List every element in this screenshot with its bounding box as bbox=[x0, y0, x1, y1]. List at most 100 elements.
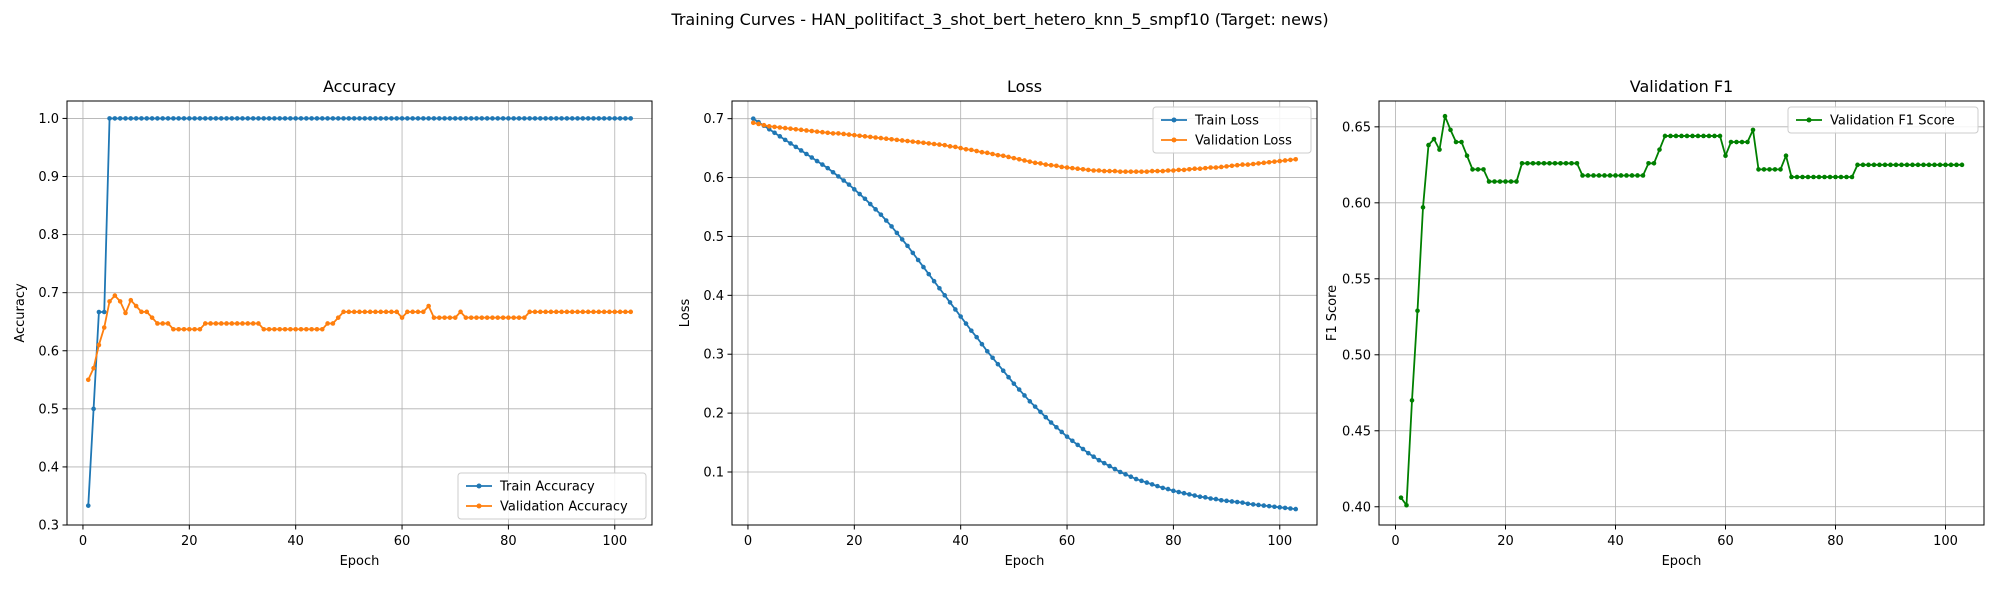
data-point bbox=[1761, 167, 1767, 172]
data-point bbox=[346, 309, 352, 315]
data-point bbox=[234, 116, 240, 121]
data-point bbox=[761, 122, 767, 128]
data-point bbox=[1048, 162, 1054, 168]
data-point bbox=[282, 326, 288, 332]
data-point bbox=[1530, 161, 1536, 166]
data-point bbox=[1160, 485, 1166, 491]
data-point bbox=[197, 116, 203, 121]
data-point bbox=[1646, 161, 1651, 166]
data-point bbox=[804, 128, 809, 133]
data-point bbox=[1192, 493, 1197, 498]
data-point bbox=[468, 315, 474, 320]
data-point bbox=[921, 140, 926, 146]
data-point bbox=[362, 309, 368, 315]
data-point bbox=[1706, 133, 1712, 139]
legend: Train Accuracy Validation Accuracy bbox=[457, 472, 647, 520]
data-point bbox=[1048, 420, 1054, 425]
data-point bbox=[1133, 476, 1139, 482]
data-point bbox=[1778, 167, 1783, 172]
data-point bbox=[883, 136, 889, 141]
data-point bbox=[553, 116, 559, 121]
x-tick-label: 100 bbox=[1267, 534, 1292, 549]
data-point bbox=[915, 139, 921, 145]
data-point bbox=[133, 116, 139, 121]
data-point bbox=[171, 326, 176, 332]
data-point bbox=[953, 144, 958, 150]
data-point bbox=[990, 355, 995, 361]
data-point bbox=[1635, 173, 1640, 178]
data-point bbox=[165, 321, 171, 326]
data-point bbox=[1800, 174, 1805, 180]
data-point bbox=[256, 321, 261, 326]
data-point bbox=[1112, 466, 1118, 472]
data-point bbox=[516, 116, 522, 121]
data-point bbox=[798, 127, 804, 133]
data-point bbox=[990, 151, 995, 157]
data-point bbox=[1448, 127, 1453, 133]
data-point bbox=[107, 116, 112, 121]
data-point bbox=[155, 321, 160, 326]
data-point bbox=[841, 178, 846, 183]
data-point bbox=[1075, 442, 1080, 448]
data-point bbox=[1943, 162, 1948, 168]
legend-label: Validation F1 Score bbox=[1830, 114, 1955, 129]
data-point bbox=[506, 116, 511, 121]
data-point bbox=[1171, 168, 1176, 173]
x-tick-label: 60 bbox=[1717, 534, 1734, 549]
data-point bbox=[1607, 173, 1613, 178]
data-point bbox=[1256, 161, 1261, 166]
data-point bbox=[862, 134, 868, 139]
data-point bbox=[139, 309, 144, 315]
data-point bbox=[1932, 162, 1937, 168]
data-point bbox=[1101, 168, 1107, 174]
data-point bbox=[1536, 161, 1541, 166]
data-point bbox=[1426, 142, 1431, 148]
data-point bbox=[176, 326, 181, 332]
data-point bbox=[1613, 173, 1618, 178]
data-point bbox=[974, 334, 979, 340]
data-point bbox=[452, 116, 458, 121]
data-point bbox=[245, 116, 251, 121]
data-point bbox=[91, 406, 96, 412]
data-point bbox=[229, 321, 235, 326]
data-point bbox=[293, 116, 298, 121]
data-point bbox=[346, 116, 352, 121]
data-point bbox=[1218, 164, 1224, 170]
data-point bbox=[889, 136, 894, 142]
data-point bbox=[564, 116, 570, 121]
data-point bbox=[814, 158, 820, 164]
data-point bbox=[1805, 174, 1811, 180]
data-point bbox=[250, 321, 256, 326]
data-point bbox=[367, 116, 373, 121]
data-point bbox=[926, 141, 932, 146]
data-point bbox=[1673, 133, 1679, 139]
data-point bbox=[463, 315, 469, 320]
y-tick-label: 0.6 bbox=[38, 344, 59, 359]
series-line-2 bbox=[87, 294, 631, 381]
chart-panel-3: 0 20 40 60 80 100 0.40 0.45 0.50 0.55 0.60 0.65 Vali… bbox=[1325, 77, 1985, 569]
data-point bbox=[415, 116, 421, 121]
x-tick-label: 20 bbox=[1497, 534, 1514, 549]
data-point bbox=[1475, 167, 1481, 172]
data-point bbox=[117, 116, 123, 121]
data-point bbox=[1717, 133, 1723, 139]
data-point bbox=[937, 142, 942, 147]
data-point bbox=[367, 309, 373, 315]
data-point bbox=[1585, 173, 1591, 178]
data-point bbox=[820, 162, 825, 167]
data-point bbox=[867, 134, 873, 140]
data-point bbox=[947, 300, 953, 305]
data-point bbox=[1149, 168, 1155, 174]
data-point bbox=[1701, 133, 1706, 139]
data-point bbox=[426, 303, 431, 309]
data-point bbox=[1679, 133, 1684, 139]
data-point bbox=[559, 116, 564, 121]
data-point bbox=[984, 150, 990, 156]
data-point bbox=[1112, 168, 1118, 174]
data-point bbox=[1596, 173, 1602, 178]
data-point bbox=[580, 309, 586, 315]
data-point bbox=[1431, 136, 1437, 142]
x-tick-label: 20 bbox=[181, 534, 198, 549]
data-point bbox=[1016, 387, 1022, 392]
data-point bbox=[1165, 486, 1171, 492]
